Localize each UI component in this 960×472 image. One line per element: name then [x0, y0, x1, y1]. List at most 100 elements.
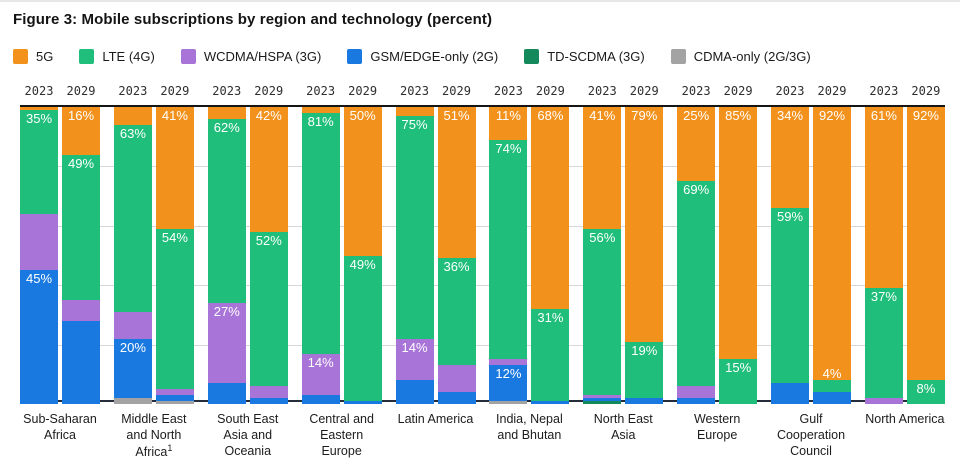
segment: [343, 107, 382, 256]
segment: [864, 107, 903, 289]
segment-value-label: 25%: [683, 108, 710, 123]
segment: [20, 107, 58, 110]
segment: [207, 383, 246, 404]
stacked-bar-2029: 2029 68% 31%: [531, 84, 570, 404]
segment-value-label: 14%: [307, 354, 334, 370]
segment: [437, 107, 476, 259]
stacked-bar-2029: 2029 92% 4%: [813, 84, 851, 404]
segment-value-label: 14%: [401, 339, 428, 355]
stacked-bar-2023: 2023 75% 14%: [395, 84, 434, 404]
segment-value-label: 61%: [870, 108, 897, 123]
segment: [864, 398, 903, 404]
plot-area: 2023 35% 45% 2029 16% 49% 2023 63% 20% 2029 41% 54%…: [20, 84, 945, 404]
segment-value-label: 49%: [67, 155, 95, 171]
chart-title: Figure 3: Mobile subscriptions by region…: [13, 11, 493, 28]
segment: [113, 107, 152, 125]
segment: [62, 300, 100, 321]
segment-value-label: 8%: [916, 381, 936, 397]
legend-item-wcdma: WCDMA/HSPA (3G): [180, 49, 322, 64]
year-label: 2023: [212, 84, 242, 98]
region-group: 2023 75% 14% 2029 51% 36%: [395, 84, 476, 404]
segment: [677, 107, 716, 182]
legend: 5G LTE (4G) WCDMA/HSPA (3G) GSM/EDGE-onl…: [13, 49, 952, 64]
segment: [155, 389, 194, 396]
segment: [155, 228, 194, 390]
year-label: 2029: [629, 84, 659, 98]
segment: [20, 270, 58, 404]
segment-value-label: 59%: [776, 208, 804, 224]
year-label: 2023: [400, 84, 429, 98]
segment-value-label: 11%: [495, 108, 521, 123]
region-group: 2023 34% 59% 2029 92% 4%: [771, 84, 851, 404]
segment: [531, 308, 570, 402]
segment-value-label: 92%: [818, 108, 846, 123]
segment-value-label: 56%: [589, 229, 616, 245]
region-group: 2023 62% 27% 2029 42% 52%: [207, 84, 288, 404]
stacked-bar-2029: 2029 41% 54%: [155, 84, 194, 404]
year-label: 2029: [66, 84, 96, 98]
segment: [677, 398, 716, 404]
segment-value-label: 31%: [537, 309, 564, 325]
segment: [113, 398, 152, 404]
segment-value-label: 45%: [25, 271, 53, 287]
stacked-bar-2023: 2023 61% 37%: [864, 84, 903, 404]
legend-item-5g: 5G: [13, 49, 53, 64]
region-label: Western Europe: [693, 412, 741, 442]
year-label: 2023: [869, 84, 899, 98]
region-group: 2023 11% 74% 12% 2029 68% 31%: [489, 84, 570, 404]
segment: [62, 154, 100, 301]
region-labels: Sub-Saharan Africa Middle East and North …: [20, 411, 945, 460]
region-group: 2023 41% 56% 2029 79% 19%: [583, 84, 664, 404]
legend-swatch-tdscdma-icon: [524, 49, 540, 64]
segment: [489, 365, 528, 401]
year-label: 2023: [24, 84, 54, 98]
legend-swatch-cdma-icon: [670, 49, 686, 64]
year-label: 2029: [817, 84, 847, 98]
segment: [395, 338, 434, 381]
year-label: 2023: [493, 84, 523, 98]
legend-swatch-gsm-icon: [347, 49, 363, 64]
segment: [113, 124, 152, 312]
segment-value-label: 52%: [255, 232, 282, 248]
stacked-bar-2023: 2023 34% 59%: [771, 84, 809, 404]
segment: [771, 207, 809, 384]
region-label: Central and Eastern Europe: [309, 412, 374, 458]
segment: [677, 386, 716, 399]
legend-label: WCDMA/HSPA (3G): [203, 49, 322, 64]
segment: [625, 107, 664, 342]
segment: [437, 392, 476, 404]
segment-value-label: 92%: [912, 108, 939, 123]
segment-value-label: 12%: [495, 366, 522, 382]
stacked-bar-2029: 2029 79% 19%: [625, 84, 664, 404]
year-label: 2029: [160, 84, 190, 98]
segment: [489, 139, 528, 360]
segment: [301, 107, 340, 113]
segment-value-label: 85%: [725, 108, 752, 123]
segment: [20, 109, 58, 214]
region-label: Latin America: [397, 412, 474, 426]
segment-value-label: 35%: [25, 110, 53, 126]
segment: [20, 213, 58, 271]
gridline: [20, 344, 945, 346]
segment: [249, 107, 288, 232]
segment-value-label: 41%: [589, 108, 616, 123]
segment: [249, 231, 288, 387]
segment: [395, 380, 434, 404]
gridline: [20, 225, 945, 227]
segment-value-label: 41%: [161, 108, 188, 123]
segment: [113, 338, 152, 399]
year-label: 2023: [306, 84, 336, 98]
segment-value-label: 51%: [443, 108, 470, 123]
segment: [113, 311, 152, 339]
legend-label: LTE (4G): [102, 49, 155, 64]
segment: [395, 107, 434, 116]
segment: [301, 112, 340, 354]
segment: [301, 395, 340, 404]
legend-swatch-lte-icon: [79, 49, 95, 64]
segment-value-label: 81%: [307, 113, 334, 129]
year-label: 2029: [348, 84, 378, 98]
segment: [489, 107, 528, 140]
segment-value-label: 68%: [537, 108, 564, 123]
segment-value-label: 62%: [213, 119, 240, 135]
